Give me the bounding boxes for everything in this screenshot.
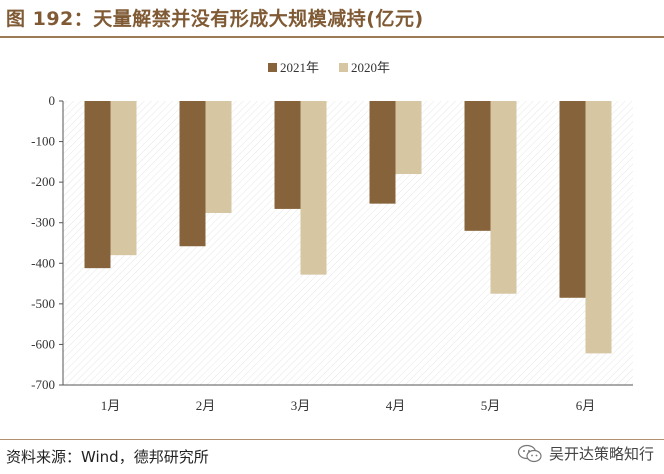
bar-series-a: [179, 101, 206, 247]
bar-series-b: [585, 101, 612, 354]
x-tick-label: 5月: [481, 398, 501, 413]
bar-series-b: [110, 101, 137, 256]
bar-series-b: [490, 101, 517, 294]
bar-series-a: [84, 101, 111, 269]
x-tick-label: 6月: [576, 398, 596, 413]
bar-series-a: [464, 101, 491, 231]
legend-swatch: [268, 63, 277, 72]
axes: 0 -100 -200 -300 -400 -500 -600 -700: [31, 93, 633, 392]
y-tick-label: -600: [31, 336, 55, 351]
legend: 2021年 2020年: [268, 60, 390, 75]
bar-series-a: [274, 101, 301, 209]
x-tick-label: 1月: [101, 398, 121, 413]
bar-series-b: [300, 101, 327, 275]
bar-series-b: [205, 101, 232, 213]
x-axis-labels: 1月 2月 3月 4月 5月 6月: [101, 398, 596, 413]
y-tick-label: -300: [31, 215, 55, 230]
y-tick-label: -400: [31, 255, 55, 270]
bar-series-b: [395, 101, 422, 175]
plot-background: [63, 101, 633, 385]
x-tick-label: 2月: [196, 398, 216, 413]
source-note: 资料来源：Wind，德邦研究所: [6, 448, 209, 466]
x-tick-label: 3月: [291, 398, 311, 413]
bar-series-a: [369, 101, 396, 204]
legend-label: 2020年: [351, 60, 390, 75]
y-tick-label: 0: [49, 93, 56, 108]
wechat-icon: [517, 444, 542, 462]
title-divider: [0, 36, 664, 38]
figure-title: 图 192：天量解禁并没有形成大规模减持(亿元): [6, 8, 424, 30]
legend-label: 2021年: [280, 60, 319, 75]
bar-chart: 2021年 2020年 0 -100 -200 -300 -400 -500 -600 -700…: [31, 60, 633, 413]
y-tick-label: -500: [31, 296, 55, 311]
bars: [84, 101, 612, 354]
x-tick-label: 4月: [386, 398, 406, 413]
bar-series-a: [559, 101, 586, 298]
y-tick-label: -200: [31, 174, 55, 189]
watermark: 吴开达策略知行: [517, 443, 654, 464]
y-tick-label: -100: [31, 134, 55, 149]
legend-swatch: [339, 63, 348, 72]
y-tick-label: -700: [31, 377, 55, 392]
footer-divider: [0, 439, 664, 440]
watermark-text: 吴开达策略知行: [548, 445, 654, 463]
